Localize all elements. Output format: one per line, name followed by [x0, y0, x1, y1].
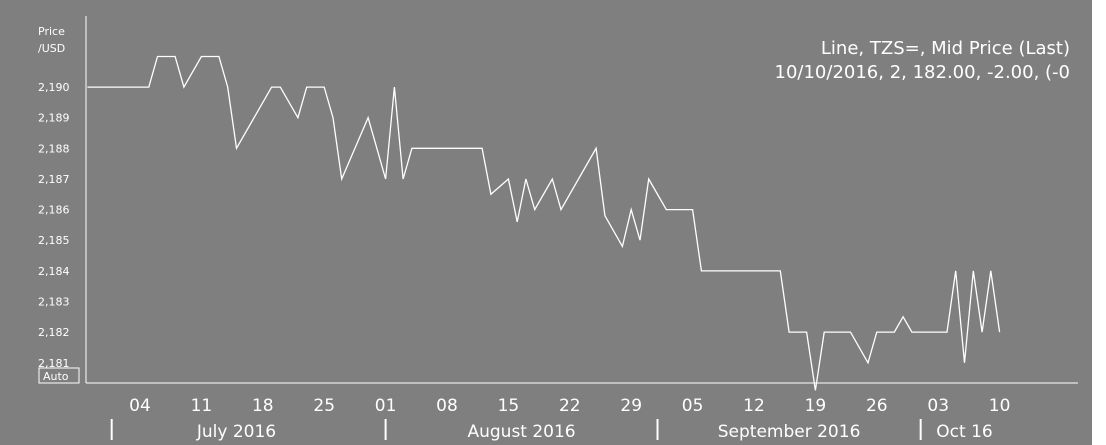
month-label: September 2016: [718, 422, 861, 442]
y-tick-label: 2,190: [38, 81, 70, 94]
x-tick-label: 12: [743, 396, 765, 416]
series-group: [87, 55, 1001, 391]
y-tick-label: 2,187: [38, 173, 70, 186]
month-labels: July 2016 August 2016 September 2016 Oct 16: [110, 419, 993, 442]
month-label: July 2016: [196, 422, 276, 442]
legend-last-value: 10/10/2016, 2, 182.00, -2.00, (-0: [775, 62, 1071, 83]
x-tick-label: 19: [805, 396, 827, 416]
month-label: August 2016: [467, 422, 575, 442]
y-tick-label: 2,188: [38, 142, 70, 155]
y-axis-label-line-1: Price: [38, 25, 65, 38]
x-tick-label: 10: [989, 396, 1011, 416]
x-tick-label: 05: [682, 396, 704, 416]
x-tick-label: 01: [375, 396, 397, 416]
x-tick-label: 04: [129, 396, 151, 416]
x-tick-labels: 04 11 18 25 01 08 15 22 29 05 12 19 26 03 10: [129, 396, 1010, 416]
auto-scale-label: Auto: [43, 370, 69, 383]
y-tick-label: 2,189: [38, 112, 70, 125]
axes: [85, 16, 1078, 384]
auto-scale-box: [38, 367, 80, 384]
y-tick-label: 2,182: [38, 326, 70, 339]
price-series-line: [87, 55, 1001, 391]
x-tick-label: 22: [559, 396, 581, 416]
x-tick-label: 26: [866, 396, 888, 416]
x-tick-label: 11: [191, 396, 213, 416]
auto-scale-button[interactable]: Auto: [38, 367, 80, 384]
y-tick-label: 2,186: [38, 204, 70, 217]
x-tick-label: 08: [436, 396, 458, 416]
y-tick-labels: 2,181 2,182 2,183 2,184 2,185 2,186 2,187 2,188…: [38, 81, 70, 370]
y-axis-label-line-2: /USD: [38, 42, 65, 55]
legend-series-name: Line, TZS=, Mid Price (Last): [821, 38, 1070, 59]
x-tick-label: 18: [252, 396, 274, 416]
x-tick-label: 03: [927, 396, 949, 416]
legend: Line, TZS=, Mid Price (Last) 10/10/2016,…: [775, 38, 1071, 83]
month-label: Oct 16: [936, 422, 992, 442]
y-tick-label: 2,183: [38, 295, 70, 308]
x-tick-label: 15: [498, 396, 520, 416]
y-tick-label: 2,184: [38, 265, 70, 278]
x-tick-label: 25: [313, 396, 335, 416]
x-tick-label: 29: [620, 396, 642, 416]
y-tick-label: 2,181: [38, 357, 70, 370]
y-tick-label: 2,185: [38, 234, 70, 247]
